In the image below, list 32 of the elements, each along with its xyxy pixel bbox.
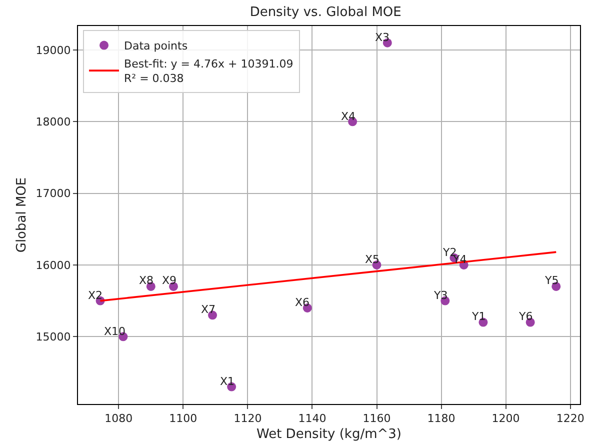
x-tick-label: 1180 — [427, 412, 456, 426]
legend-label: Data points — [124, 40, 188, 53]
y-tick-label: 19000 — [36, 44, 71, 57]
annotation: X1 — [220, 375, 235, 388]
annotation: Y5 — [544, 274, 559, 287]
annotation: X5 — [365, 253, 380, 266]
x-tick-label: 1100 — [169, 412, 198, 426]
y-tick-label: 17000 — [36, 187, 71, 200]
annotation: Y3 — [433, 289, 448, 302]
x-tick-label: 1120 — [234, 412, 262, 426]
legend-label: Best-fit: y = 4.76x + 10391.09 R² = 0.038 — [124, 58, 294, 86]
x-tick-label: 1160 — [362, 412, 391, 426]
annotation: X7 — [201, 303, 216, 316]
y-tick-label: 18000 — [36, 116, 71, 129]
y-tick-label: 15000 — [36, 330, 71, 344]
annotation: Y1 — [471, 310, 486, 323]
chart-title: Density vs. Global MOE — [250, 4, 402, 20]
annotation: X8 — [139, 274, 154, 287]
annotation: X2 — [88, 289, 103, 302]
annotation: X6 — [295, 296, 310, 309]
annotation: Y6 — [518, 310, 533, 323]
annotation: X10 — [104, 325, 126, 338]
annotation: X9 — [162, 274, 177, 287]
x-tick-label: 1200 — [492, 412, 520, 426]
annotation: X4 — [341, 110, 356, 123]
x-axis-title: Wet Density (kg/m^3) — [256, 426, 402, 442]
x-tick-label: 1140 — [298, 412, 326, 426]
y-axis-title: Global MOE — [14, 177, 30, 253]
x-tick-label: 1080 — [104, 412, 133, 426]
annotation: X3 — [375, 31, 390, 44]
x-tick-label: 1220 — [556, 412, 584, 426]
y-tick-label: 16000 — [36, 258, 71, 272]
